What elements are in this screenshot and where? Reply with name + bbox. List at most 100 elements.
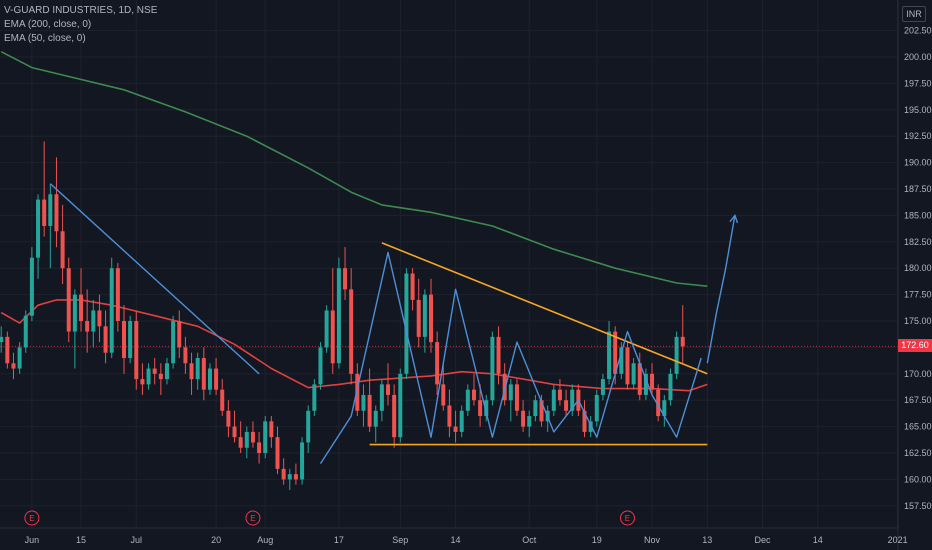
candle-body <box>521 410 526 427</box>
candle-body <box>207 368 212 390</box>
candle-body <box>318 347 323 385</box>
candle-body <box>410 273 415 300</box>
y-tick-label: 167.50 <box>904 395 932 405</box>
x-tick-label: 14 <box>813 535 823 545</box>
x-tick-label: Nov <box>644 535 661 545</box>
candle-body <box>109 268 114 353</box>
downtrend-line <box>49 183 260 375</box>
candle-body <box>416 299 421 337</box>
candle-body <box>656 389 661 417</box>
price-axis <box>898 0 932 550</box>
y-tick-label: 197.50 <box>904 78 932 88</box>
y-tick-label: 175.00 <box>904 316 932 326</box>
ema50-label: EMA (50, close, 0) <box>4 33 86 44</box>
candle-body <box>122 321 126 358</box>
candle-body <box>177 321 182 348</box>
y-tick-label: 157.50 <box>904 501 932 511</box>
candle-body <box>257 442 262 454</box>
candle-body <box>588 421 593 432</box>
earnings-marker <box>619 510 635 526</box>
candle-body <box>551 389 556 411</box>
y-tick-label: 200.00 <box>904 52 932 62</box>
candle-body <box>250 431 255 443</box>
candle-body <box>527 416 532 427</box>
candle-body <box>312 384 317 411</box>
ema200-line <box>0 50 708 287</box>
candle-body <box>564 400 569 411</box>
earnings-marker-label: E <box>29 514 34 523</box>
resistance-trendline <box>381 242 708 375</box>
x-tick-label: 13 <box>702 535 712 545</box>
currency-badge[interactable]: INR <box>902 6 926 22</box>
candle-body <box>539 400 544 422</box>
candle-body <box>263 421 268 454</box>
candle-body <box>60 231 65 269</box>
chart-legend: V-GUARD INDUSTRIES, 1D, NSE EMA (200, cl… <box>4 4 157 46</box>
candle-body <box>643 373 648 395</box>
candle-body <box>287 474 292 480</box>
candle-body <box>637 363 642 395</box>
candle-body <box>496 336 501 374</box>
candle-body <box>594 394 599 422</box>
y-tick-label: 195.00 <box>904 105 932 115</box>
candle-body <box>441 384 446 406</box>
candle-body <box>72 294 77 332</box>
y-tick-label: 185.00 <box>904 210 932 220</box>
candle-body <box>42 199 47 226</box>
candle-body <box>613 331 618 374</box>
y-tick-label: 192.50 <box>904 131 932 141</box>
symbol-line: V-GUARD INDUSTRIES, 1D, NSE <box>4 5 158 16</box>
candle-body <box>674 336 679 374</box>
x-tick-label: 20 <box>211 535 221 545</box>
candle-body <box>226 410 231 427</box>
last-price-tag: 172.60 <box>898 339 932 352</box>
candle-body <box>23 315 28 348</box>
x-tick-label: 15 <box>76 535 86 545</box>
candle-body <box>195 357 200 380</box>
candle-body <box>631 363 636 385</box>
candle-body <box>514 384 519 411</box>
candle-body <box>115 268 120 322</box>
candle-body <box>158 373 163 380</box>
candle-body <box>275 437 280 469</box>
candle-body <box>330 310 335 364</box>
candle-body <box>435 342 440 385</box>
candle-body <box>447 405 452 427</box>
earnings-marker <box>24 510 40 526</box>
candle-body <box>379 384 384 411</box>
y-tick-label: 160.00 <box>904 474 932 484</box>
candle-body <box>171 321 176 364</box>
candle-body <box>134 321 139 380</box>
candle-body <box>128 321 133 358</box>
candle-body <box>66 268 71 332</box>
x-tick-label: 2021 <box>888 535 908 545</box>
candle-body <box>343 268 348 290</box>
y-tick-label: 190.00 <box>904 158 932 168</box>
candle-body <box>349 289 354 374</box>
candle-body <box>680 336 685 347</box>
candle-body <box>140 379 145 385</box>
candle-body <box>103 326 108 353</box>
x-tick-label: 17 <box>334 535 344 545</box>
y-tick-label: 165.00 <box>904 422 932 432</box>
candle-body <box>429 294 433 343</box>
candle-body <box>183 347 188 364</box>
candle-body <box>533 400 538 417</box>
y-tick-label: 187.50 <box>904 184 932 194</box>
ema200-label: EMA (200, close, 0) <box>4 19 92 30</box>
candle-body <box>164 363 169 380</box>
candle-body <box>607 331 612 380</box>
candle-body <box>361 394 366 411</box>
x-tick-label: Sep <box>392 535 408 545</box>
candle-body <box>490 336 495 401</box>
candle-body <box>557 389 562 401</box>
candle-body <box>214 368 219 390</box>
x-tick-label: 14 <box>451 535 461 545</box>
earnings-marker-label: E <box>250 514 255 523</box>
x-tick-label: Jun <box>25 535 40 545</box>
candle-body <box>373 410 378 427</box>
x-tick-label: Jul <box>131 535 143 545</box>
candle-body <box>5 336 10 364</box>
ema50-line <box>0 299 708 392</box>
